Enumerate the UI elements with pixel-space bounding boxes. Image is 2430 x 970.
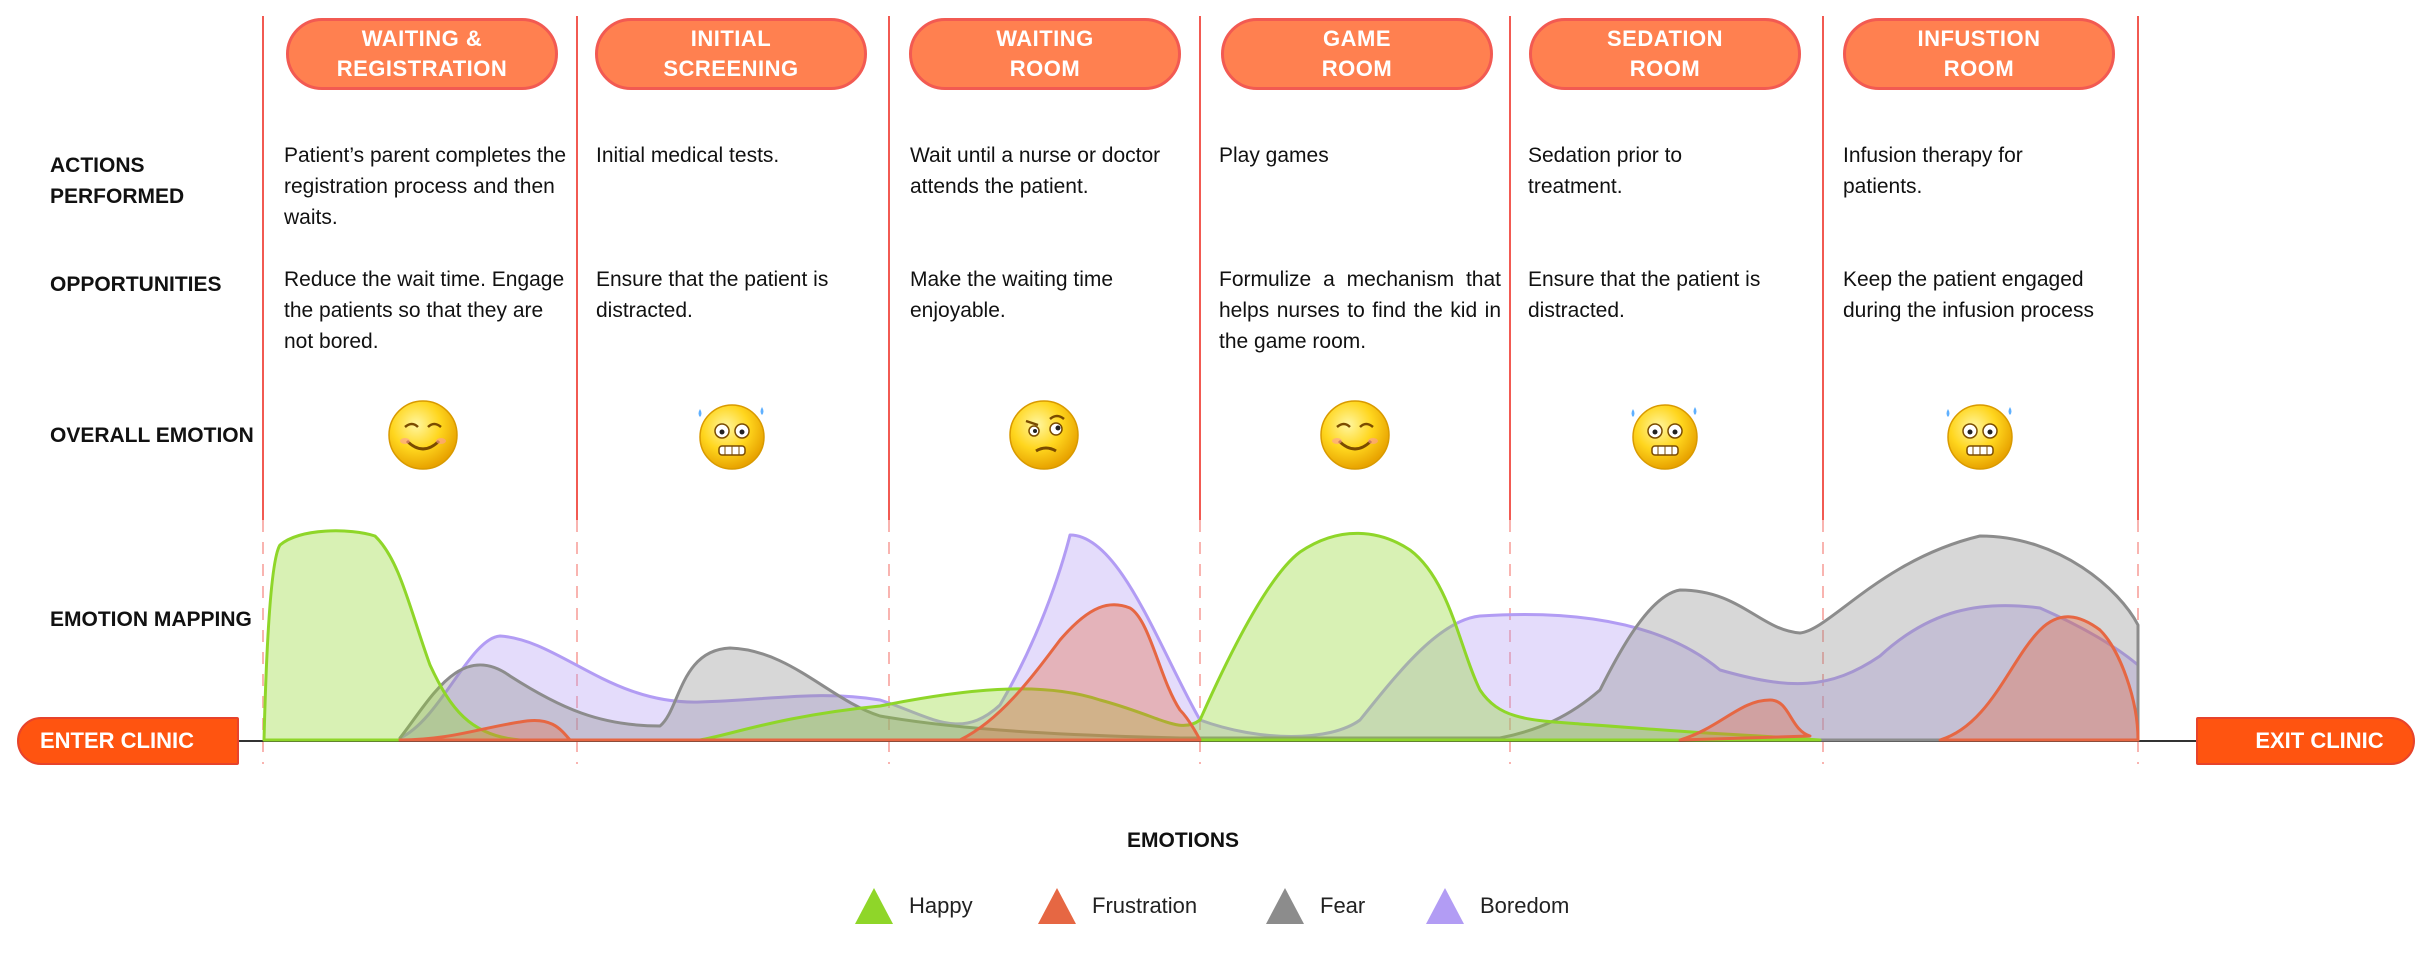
legend-title: EMOTIONS bbox=[1127, 829, 1240, 852]
stage-title-line2: ROOM bbox=[1321, 56, 1393, 81]
scared-emoji-icon bbox=[698, 404, 765, 470]
legend-item-frustration: Frustration bbox=[1036, 884, 1197, 928]
opportunities-cell-sedation-room: Ensure that the patient is distracted. bbox=[1528, 268, 1761, 322]
actions-cell-sedation-room: Sedation prior to treatment. bbox=[1528, 144, 1683, 198]
stage-title-waiting-registration: WAITING & REGISTRATION bbox=[286, 18, 558, 90]
emotion-mapping-row-label: EMOTION MAPPING bbox=[50, 608, 252, 631]
stage-title-line1: INFUSTION bbox=[1917, 26, 2041, 51]
legend-label: Boredom bbox=[1480, 893, 1570, 918]
stage-title-line2: ROOM bbox=[1629, 56, 1701, 81]
triangle-icon bbox=[855, 888, 893, 924]
stage-title-sedation-room: SEDATION ROOM bbox=[1529, 18, 1801, 90]
exit-clinic-marker: EXIT CLINIC bbox=[2196, 717, 2415, 765]
overall-emotion-row-label: OVERALL EMOTION bbox=[50, 424, 254, 447]
stage-title-waiting-room: WAITING ROOM bbox=[909, 18, 1181, 90]
happy-curve bbox=[262, 529, 1822, 742]
actions-label-line1: ACTIONS bbox=[50, 154, 145, 177]
stage-title-line1: INITIAL bbox=[690, 26, 772, 51]
triangle-icon bbox=[1426, 888, 1464, 924]
fear-curve bbox=[398, 534, 2140, 742]
actions-cell-waiting-registration: Patient’s parent completes the registrat… bbox=[284, 144, 567, 229]
opportunities-cell-initial-screening: Ensure that the patient is distracted. bbox=[596, 268, 829, 322]
opportunities-row-label: OPPORTUNITIES bbox=[50, 273, 222, 296]
opportunities-cell-game-room: Formulize a mechanism that helps nurses … bbox=[1219, 268, 1501, 353]
legend-label: Happy bbox=[909, 893, 973, 918]
legend-item-boredom: Boredom bbox=[1424, 884, 1569, 928]
frustration-curve bbox=[398, 603, 2140, 742]
legend-label: Frustration bbox=[1092, 893, 1198, 918]
stage-title-line2: SCREENING bbox=[663, 56, 799, 81]
stage-title-line2: ROOM bbox=[1009, 56, 1081, 81]
stage-title-line1: GAME bbox=[1323, 26, 1391, 51]
triangle-icon bbox=[1266, 888, 1304, 924]
opportunities-cell-waiting-room: Make the waiting time enjoyable. bbox=[910, 268, 1114, 322]
triangle-icon bbox=[1038, 888, 1076, 924]
smiling-emoji-icon bbox=[388, 400, 458, 470]
stage-title-line2: REGISTRATION bbox=[336, 56, 508, 81]
actions-performed-row-label: ACTIONS PERFORMED bbox=[50, 150, 184, 212]
stage-title-line1: WAITING bbox=[996, 26, 1094, 51]
actions-cell-infusion-room: Infusion therapy for patients. bbox=[1843, 144, 2023, 198]
legend-item-happy: Happy bbox=[853, 884, 973, 928]
stage-title-infusion-room: INFUSTION ROOM bbox=[1843, 18, 2115, 90]
doubtful-emoji-icon bbox=[1009, 400, 1079, 470]
smiling-emoji-icon bbox=[1320, 400, 1390, 470]
actions-cell-game-room: Play games bbox=[1219, 144, 1329, 167]
scared-emoji-icon bbox=[1631, 404, 1698, 470]
actions-cell-initial-screening: Initial medical tests. bbox=[596, 144, 780, 167]
stage-title-line1: SEDATION bbox=[1606, 26, 1724, 51]
stage-title-initial-screening: INITIAL SCREENING bbox=[595, 18, 867, 90]
opportunities-cell-waiting-registration: Reduce the wait time. Engage the patient… bbox=[284, 268, 565, 353]
opportunities-cell-infusion-room: Keep the patient engaged during the infu… bbox=[1843, 268, 2094, 322]
stage-title-game-room: GAME ROOM bbox=[1221, 18, 1493, 90]
legend-item-fear: Fear bbox=[1264, 884, 1365, 928]
scared-emoji-icon bbox=[1946, 404, 2013, 470]
actions-label-line2: PERFORMED bbox=[50, 185, 185, 208]
legend-label: Fear bbox=[1320, 893, 1366, 918]
actions-cell-waiting-room: Wait until a nurse or doctor attends the… bbox=[910, 144, 1161, 198]
stage-title-line2: ROOM bbox=[1943, 56, 2015, 81]
enter-clinic-marker: ENTER CLINIC bbox=[17, 717, 239, 765]
emotion-curves bbox=[262, 529, 2140, 742]
stage-title-line1: WAITING & bbox=[361, 26, 483, 51]
